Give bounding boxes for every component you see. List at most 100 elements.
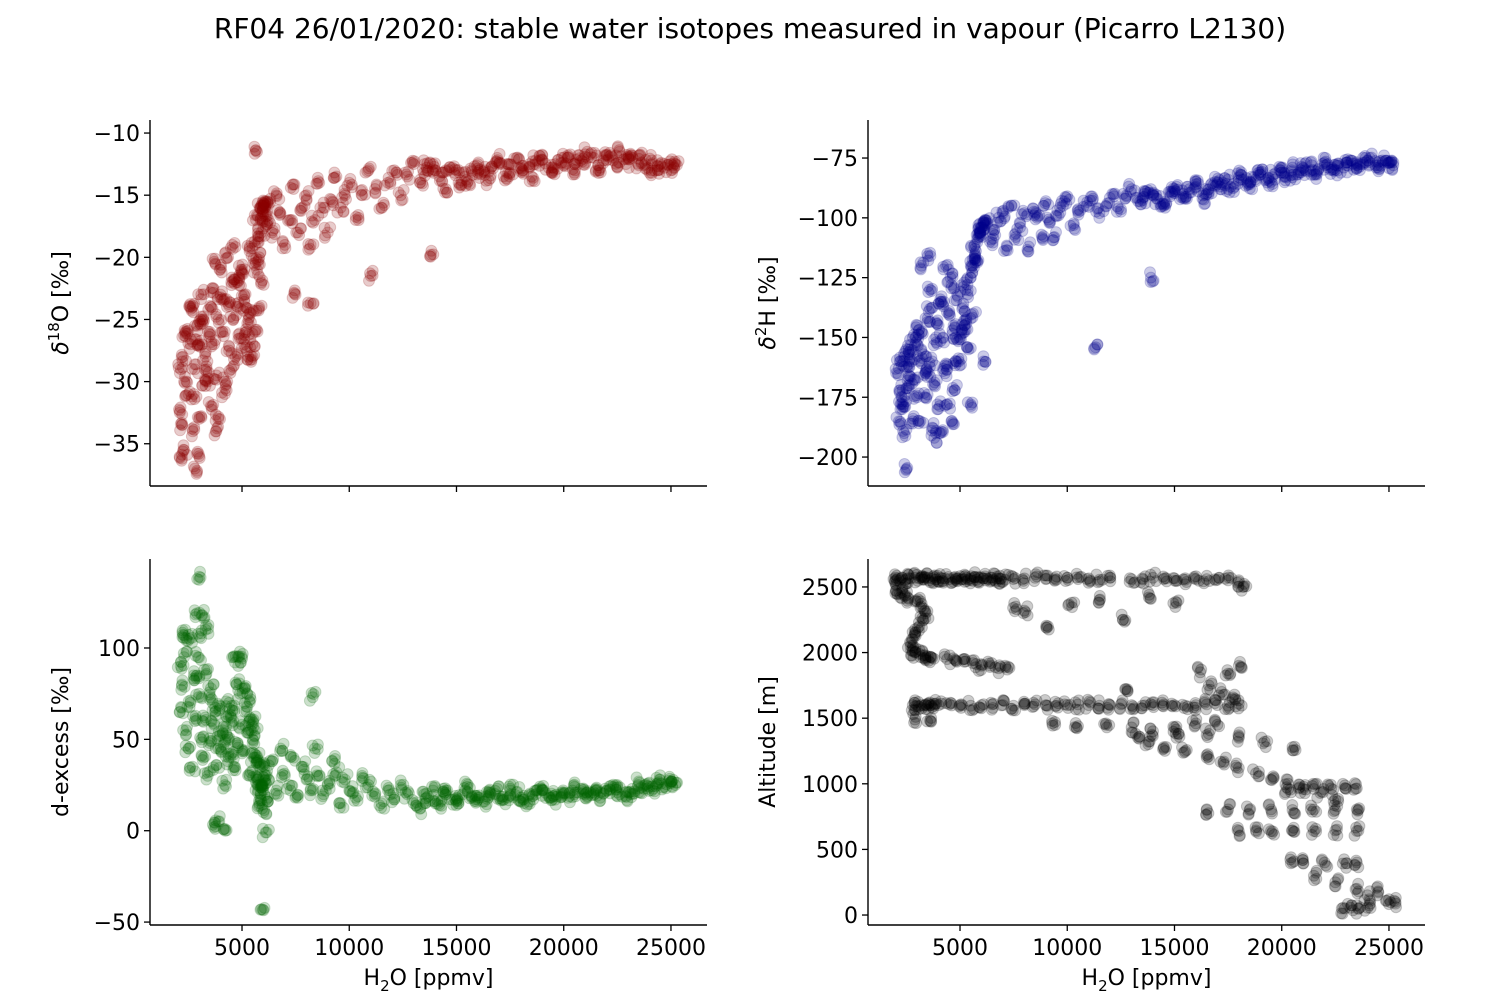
data-point	[188, 604, 201, 617]
data-point	[252, 253, 265, 266]
data-point	[551, 162, 564, 175]
data-point	[1322, 779, 1335, 792]
data-point	[188, 363, 201, 376]
data-point	[420, 164, 433, 177]
y-tick-label: 1000	[802, 773, 858, 798]
data-point	[1232, 731, 1245, 744]
data-point	[180, 354, 192, 367]
data-point	[225, 279, 238, 292]
data-point	[340, 193, 352, 206]
data-point	[256, 205, 268, 218]
data-point	[391, 168, 404, 181]
data-point	[290, 790, 303, 803]
data-point	[290, 226, 303, 239]
data-point	[346, 181, 359, 194]
data-point	[895, 390, 908, 403]
data-point	[552, 153, 565, 166]
data-point	[229, 650, 242, 663]
data-point	[209, 414, 222, 427]
data-point	[1305, 828, 1318, 841]
data-point	[256, 196, 269, 209]
data-point	[1385, 155, 1398, 167]
data-point	[260, 205, 273, 218]
x-tick-label: 25000	[1354, 936, 1424, 961]
data-point	[1326, 163, 1339, 176]
data-point	[254, 202, 267, 215]
data-point	[249, 256, 262, 269]
data-point	[1016, 225, 1029, 237]
data-point	[314, 201, 327, 214]
data-point	[223, 340, 236, 353]
data-point	[219, 750, 232, 763]
data-point	[209, 814, 222, 827]
data-point	[268, 222, 281, 235]
data-point	[259, 201, 272, 214]
data-point	[394, 774, 407, 787]
data-point	[224, 241, 237, 254]
data-point	[288, 178, 301, 191]
data-point	[274, 745, 287, 758]
data-point	[218, 247, 231, 260]
data-point	[568, 158, 581, 171]
data-point	[179, 729, 192, 742]
data-point	[459, 165, 472, 178]
data-point	[448, 163, 461, 176]
data-point	[1252, 163, 1265, 176]
x-tick-label: 10000	[314, 936, 384, 961]
data-point	[330, 170, 343, 183]
scatter-points	[172, 140, 685, 480]
data-point	[478, 166, 491, 179]
y-tick-label: 2500	[802, 576, 858, 601]
data-point	[196, 313, 209, 326]
data-point	[295, 205, 308, 217]
data-point	[252, 304, 265, 317]
data-point	[215, 266, 228, 279]
data-point	[452, 176, 465, 189]
data-point	[363, 773, 376, 786]
data-point	[364, 267, 376, 280]
data-point	[173, 403, 185, 416]
data-point	[1027, 700, 1040, 713]
data-point	[273, 193, 286, 206]
data-point	[199, 347, 211, 360]
data-point	[197, 313, 210, 326]
data-point	[219, 246, 232, 259]
data-point	[479, 160, 491, 173]
data-point	[191, 325, 204, 338]
data-point	[1029, 213, 1042, 226]
data-point	[1064, 219, 1077, 232]
data-point	[352, 209, 365, 221]
data-point	[215, 293, 228, 306]
data-point	[193, 573, 206, 586]
data-point	[274, 207, 287, 220]
data-point	[1351, 808, 1364, 821]
data-point	[307, 238, 320, 251]
data-point	[197, 354, 209, 367]
data-point	[557, 156, 570, 169]
data-point	[1015, 208, 1028, 221]
data-point	[229, 350, 242, 363]
data-point	[327, 172, 340, 184]
data-point	[931, 314, 944, 327]
data-point	[196, 754, 209, 766]
data-point	[191, 319, 203, 332]
data-point	[455, 174, 468, 187]
data-point	[493, 156, 506, 169]
data-point	[641, 779, 654, 792]
data-point	[190, 390, 203, 403]
data-point	[246, 350, 259, 363]
data-point	[547, 161, 560, 174]
data-point	[194, 318, 207, 331]
data-point	[390, 166, 403, 179]
data-point	[242, 350, 255, 363]
data-point	[187, 460, 200, 473]
y-tick-label: 2000	[802, 642, 858, 667]
data-point	[243, 694, 256, 707]
data-point	[226, 238, 239, 251]
data-point	[1294, 787, 1307, 799]
data-point	[246, 242, 259, 255]
data-point	[249, 710, 262, 723]
data-point	[426, 158, 439, 171]
data-point	[227, 273, 240, 286]
data-point	[181, 327, 194, 340]
